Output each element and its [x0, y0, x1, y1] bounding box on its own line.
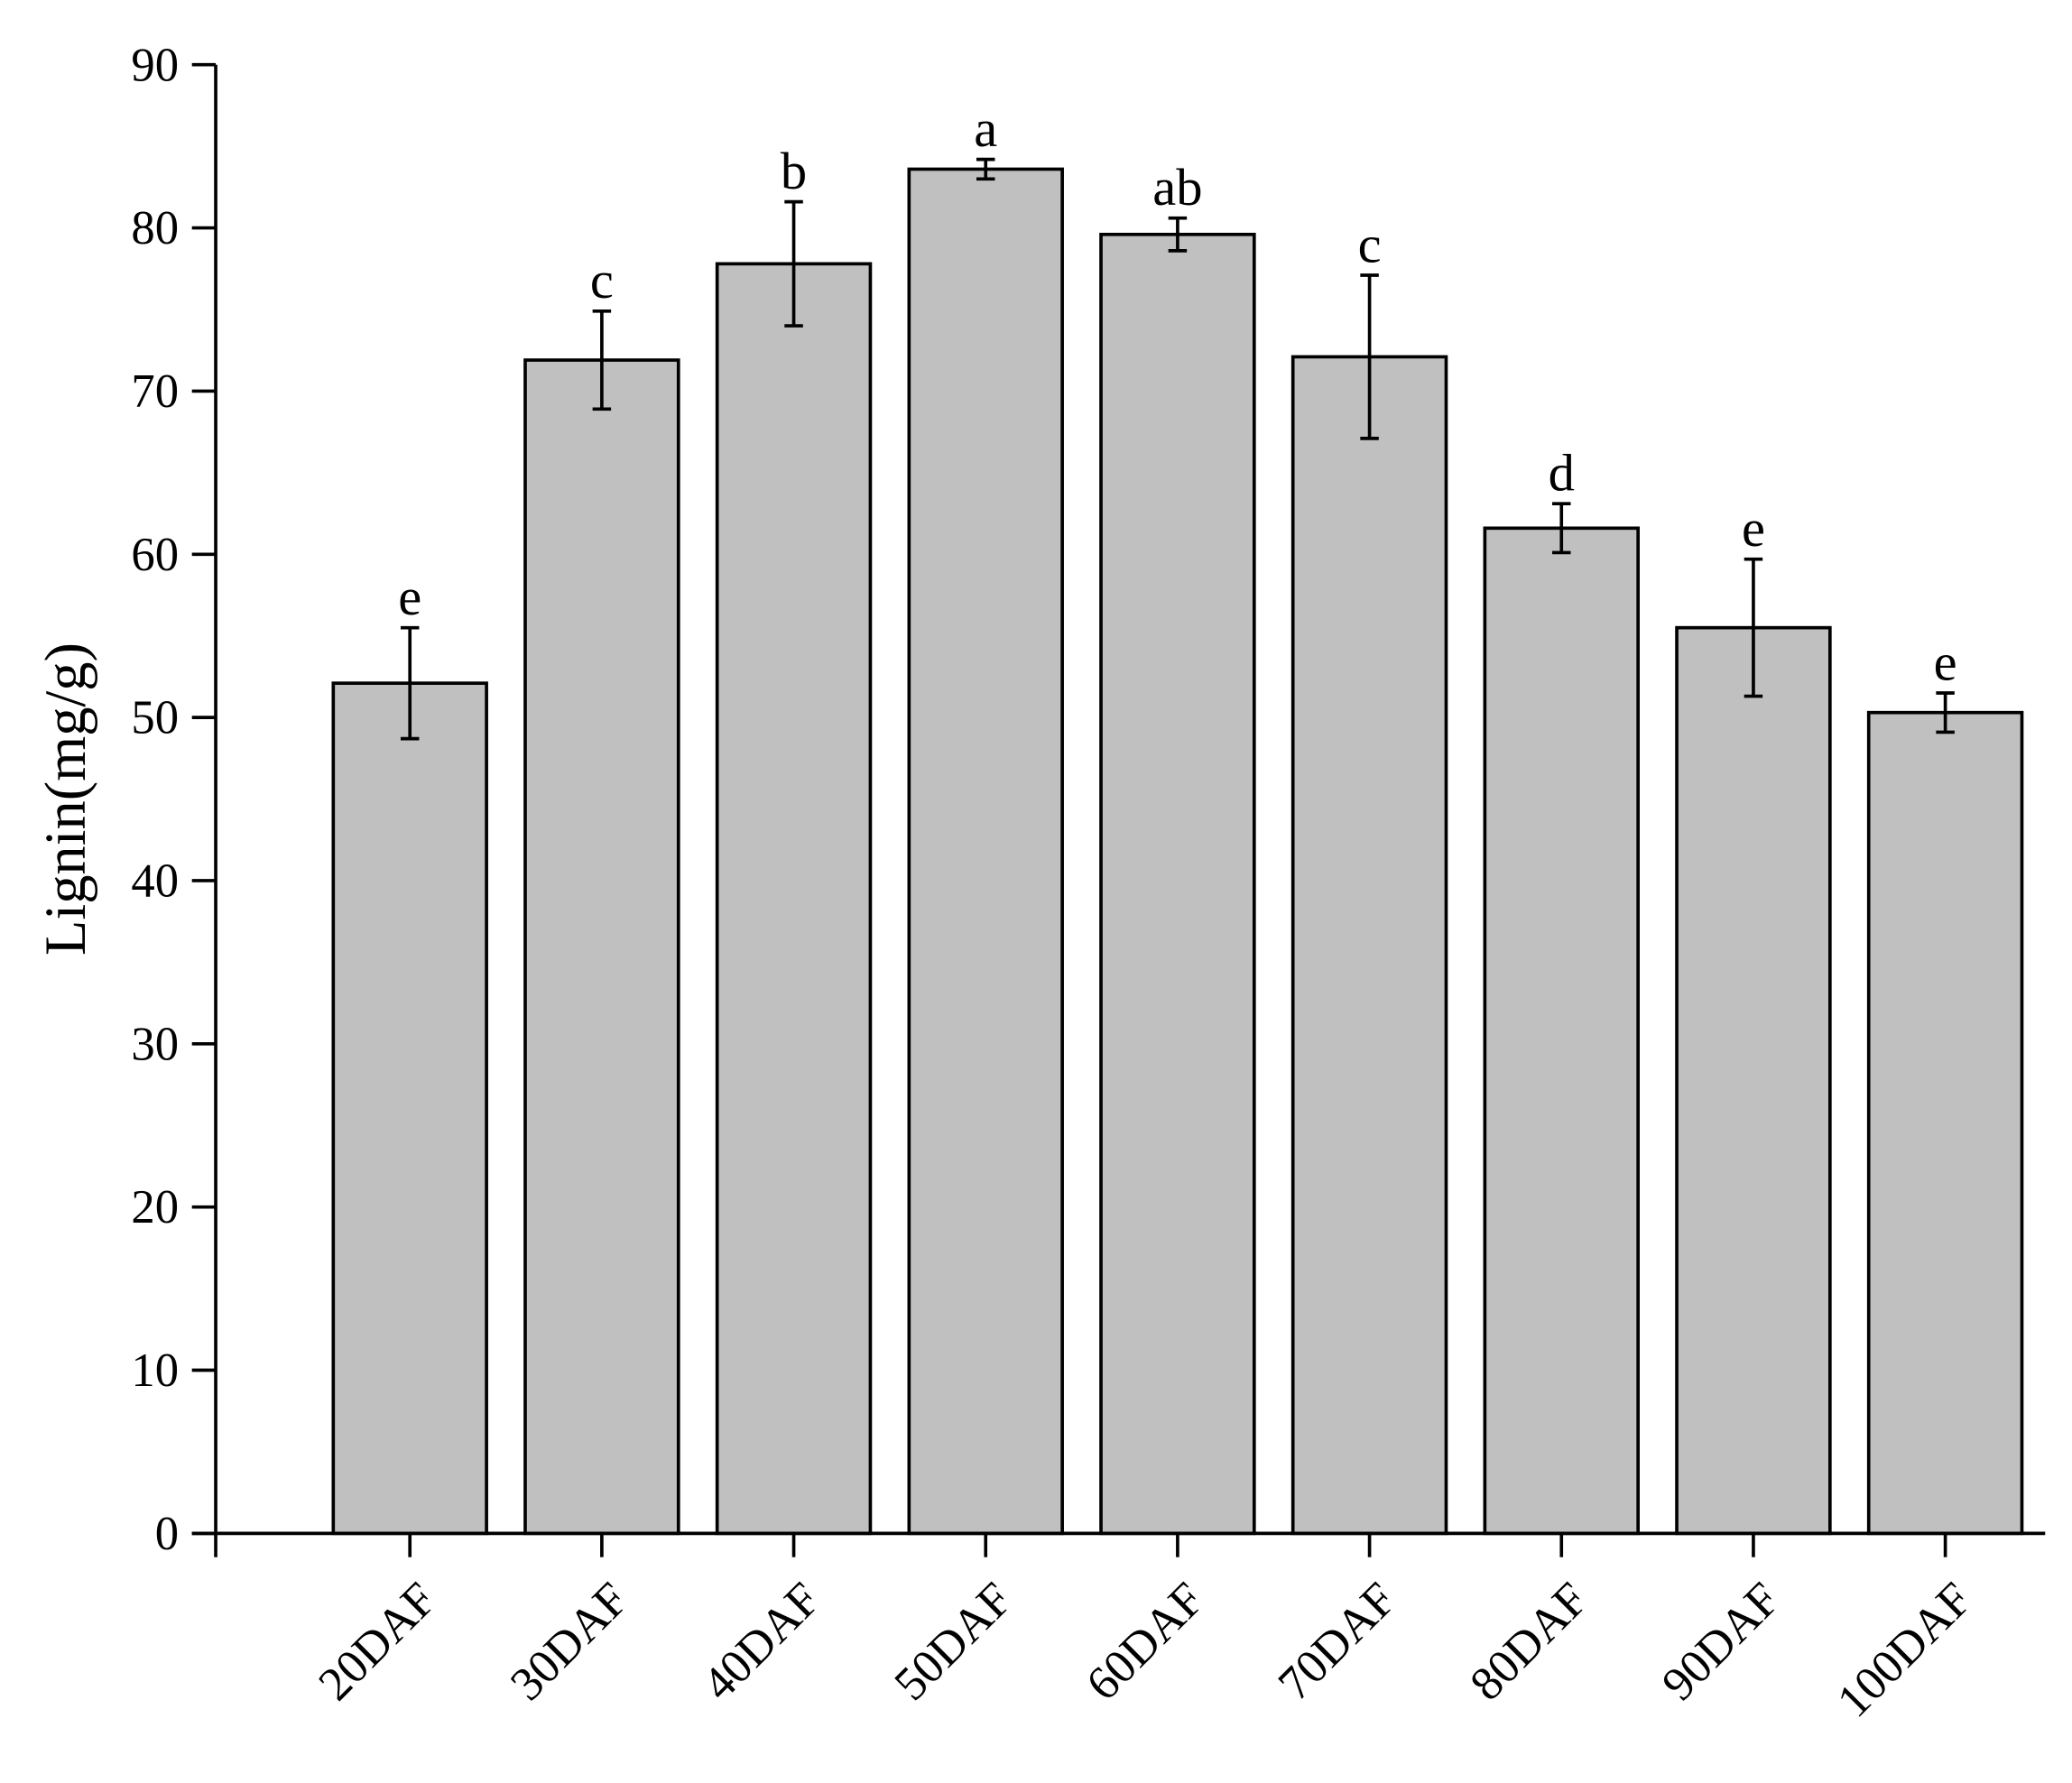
bar	[1866, 710, 2024, 1536]
significance-letter: d	[1549, 444, 1575, 503]
error-bar	[1744, 557, 1763, 698]
significance-letter: c	[590, 251, 614, 309]
significance-letter: c	[1358, 215, 1382, 273]
error-bar	[976, 157, 995, 181]
error-bar	[1168, 216, 1188, 253]
bar	[331, 681, 488, 1536]
significance-letter: e	[398, 568, 421, 626]
x-tick-label: 60DAF	[1077, 1573, 1215, 1711]
y-tick-label: 60	[131, 529, 179, 581]
y-tick-label: 40	[131, 855, 179, 908]
error-bar	[1360, 273, 1379, 440]
y-tick-label: 10	[131, 1344, 179, 1397]
significance-letter: ab	[1152, 158, 1202, 217]
x-tick-label: 20DAF	[309, 1573, 447, 1711]
bar	[1099, 232, 1256, 1536]
y-axis-label: Lignin(mg/g)	[33, 642, 97, 956]
bar	[907, 167, 1064, 1536]
x-tick-label: 70DAF	[1268, 1573, 1406, 1711]
y-tick-label: 50	[131, 692, 179, 744]
y-tick-label: 90	[131, 39, 179, 91]
significance-letter: a	[974, 99, 997, 158]
x-tick-label: 40DAF	[692, 1573, 830, 1711]
x-tick-label: 100DAF	[1827, 1573, 1982, 1727]
bar	[523, 358, 680, 1536]
error-bar	[400, 625, 420, 741]
bar	[715, 262, 873, 1536]
y-tick-label: 80	[131, 202, 179, 254]
x-tick-label: 90DAF	[1652, 1573, 1790, 1711]
error-bar	[1936, 691, 1955, 734]
x-tick-label: 30DAF	[501, 1573, 639, 1711]
significance-letter: b	[781, 142, 807, 200]
error-bar	[784, 199, 803, 328]
y-tick-label: 30	[131, 1018, 179, 1070]
x-tick-label: 80DAF	[1460, 1573, 1598, 1711]
bar	[1675, 625, 1832, 1536]
bar	[1290, 355, 1448, 1536]
error-bar	[1552, 502, 1571, 555]
significance-letter: e	[1934, 633, 1957, 691]
error-bar	[592, 309, 612, 411]
y-tick-label: 20	[131, 1181, 179, 1233]
y-tick-label: 70	[131, 365, 179, 418]
x-tick-label: 50DAF	[884, 1573, 1022, 1711]
y-tick-label: 0	[155, 1508, 179, 1560]
significance-letter: e	[1742, 499, 1765, 558]
bar	[1483, 526, 1640, 1536]
